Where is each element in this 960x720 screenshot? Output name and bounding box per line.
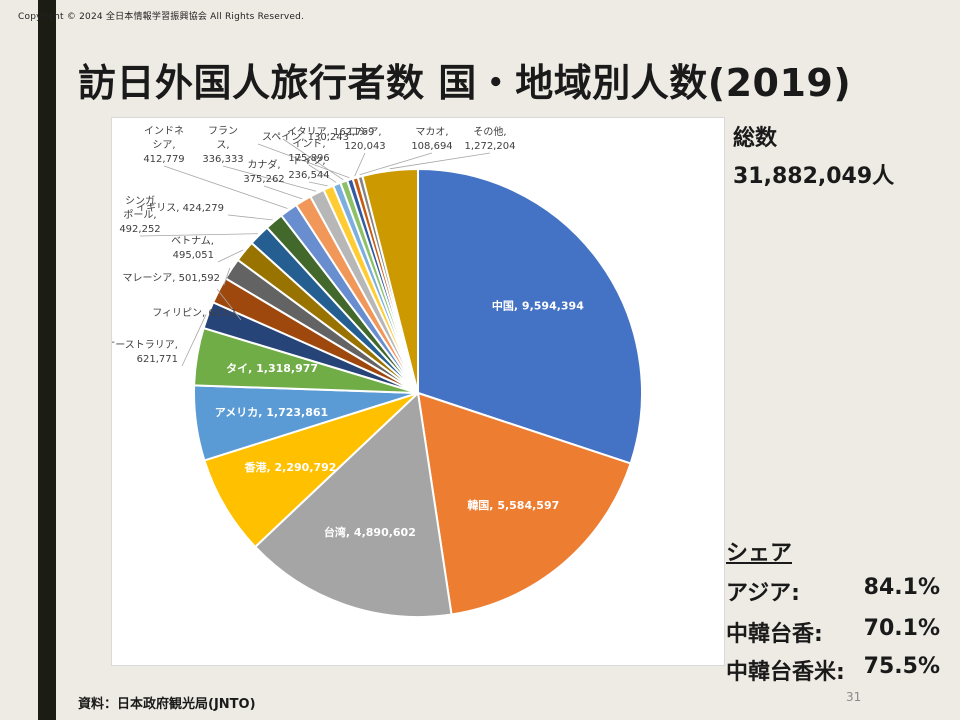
data-label: イギリス, 424,279 (136, 202, 224, 214)
data-label: ロシア, 120,043 (344, 127, 385, 152)
share-label: アジア: (726, 581, 800, 606)
leader-line (217, 249, 244, 263)
leader-line (308, 181, 328, 187)
leader-line (223, 267, 231, 286)
data-label: マレーシア, 501,592 (122, 273, 220, 284)
total-value: 31,882,049人 (733, 164, 895, 189)
data-label: オーストラリア, 621,771 (112, 339, 178, 365)
slide-title: 訪日外国人旅行者数 国・地域別人数(2019) (78, 61, 852, 105)
data-label: インド, 175,896 (288, 139, 329, 164)
share-label: 中韓台香: (726, 622, 823, 647)
pie-slice-1 (416, 391, 632, 616)
data-label: 韓国, 5,584,597 (467, 498, 559, 512)
pie-slice-0 (417, 167, 643, 465)
data-label: その他, 1,272,204 (465, 125, 516, 152)
pie-slice-2 (253, 390, 453, 618)
data-label: カナダ, 375,262 (243, 158, 284, 185)
leader-line (308, 164, 337, 183)
page-number: 31 (846, 690, 862, 704)
data-label: フランス, 336,333 (202, 125, 243, 165)
leader-line (282, 138, 344, 181)
leader-line (139, 233, 258, 237)
leader-line (222, 165, 317, 192)
leader-lines (139, 138, 491, 367)
data-label: マカオ, 108,694 (411, 126, 452, 152)
pie-chart-area: 中国, 9,594,394 韓国, 5,584,597 台湾, 4,890,602 香… (111, 117, 725, 666)
data-label: フィリピン, 613,1 (152, 307, 237, 319)
share-label: 中韓台香米: (726, 660, 845, 685)
leader-line (354, 152, 366, 177)
share-value: 84.1% (863, 575, 940, 600)
leader-line (389, 152, 491, 170)
leader-line (257, 143, 350, 179)
pie-slice-3 (203, 392, 419, 549)
total-label: 総数 (733, 126, 778, 151)
data-label: インドネシア, 412,779 (143, 125, 184, 165)
data-label: アメリカ, 1,723,861 (215, 406, 328, 419)
data-label: ベトナム, 495,051 (171, 235, 214, 261)
data-label: スペイン, 130,243 (262, 132, 349, 143)
source-note: 資料：日本政府観光局(JNTO) (78, 697, 256, 712)
data-labels: 中国, 9,594,394 韓国, 5,584,597 台湾, 4,890,602 香… (112, 125, 584, 539)
pie-chart: 中国, 9,594,394 韓国, 5,584,597 台湾, 4,890,602 香… (112, 125, 643, 618)
leader-line (181, 314, 207, 367)
leader-line (163, 165, 288, 209)
share-value: 75.5% (863, 654, 940, 679)
leader-line (216, 289, 242, 321)
share-heading: シェア (726, 541, 793, 566)
data-label: タイ, 1,318,977 (226, 362, 318, 375)
data-label: シンガポール, 492,252 (119, 195, 160, 235)
data-label: 中国, 9,594,394 (492, 299, 584, 313)
copyright-notice: Copyright © 2024 全日本情報学習振興協会 All Rights … (18, 12, 305, 22)
data-label: イタリア, 162,769 (287, 126, 374, 138)
left-accent-bar (38, 0, 56, 720)
leader-line (359, 152, 433, 176)
leader-line (227, 214, 273, 221)
leader-line (263, 185, 303, 200)
pie-slices (193, 167, 643, 618)
data-label: 香港, 2,290,792 (244, 460, 337, 474)
data-label: ドイツ, 236,544 (288, 156, 329, 181)
data-label: 台湾, 4,890,602 (324, 525, 416, 539)
pie-slice-21 (361, 167, 419, 394)
share-value: 70.1% (863, 616, 940, 641)
